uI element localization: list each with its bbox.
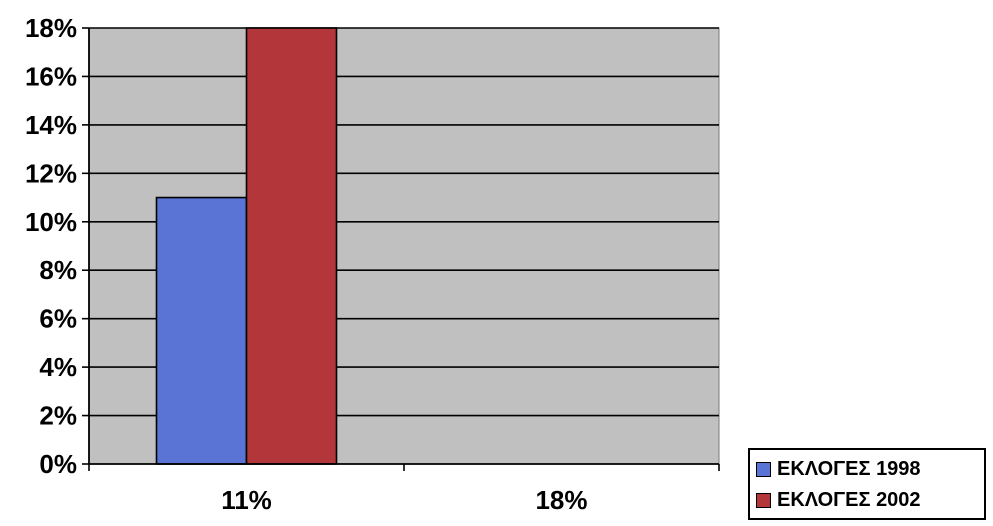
x-tick-label: 18%: [535, 485, 587, 515]
axes: [82, 27, 720, 471]
y-tick-label: 8%: [39, 255, 77, 285]
legend-label-2002: ΕΚΛΟΓΕΣ 2002: [777, 489, 921, 511]
y-tick-label: 0%: [39, 449, 77, 479]
y-tick-label: 16%: [25, 61, 77, 91]
legend-label-1998: ΕΚΛΟΓΕΣ 1998: [777, 458, 921, 480]
legend-item-2002: ΕΚΛΟΓΕΣ 2002: [756, 485, 978, 516]
chart-legend: ΕΚΛΟΓΕΣ 1998 ΕΚΛΟΓΕΣ 2002: [748, 448, 986, 520]
x-tick-label: 11%: [221, 485, 272, 515]
tick-labels: 0% 2% 4% 6% 8% 10% 12% 14% 16% 18% 11% 18%: [25, 13, 588, 515]
y-tick-label: 12%: [25, 158, 77, 188]
bar-1998-0: [155, 196, 248, 465]
y-tick-label: 10%: [25, 207, 77, 237]
legend-swatch-2002: [756, 493, 771, 508]
y-tick-label: 4%: [39, 352, 77, 382]
bar-2002-0: [245, 27, 338, 465]
bars: [155, 27, 338, 465]
y-tick-label: 14%: [25, 110, 77, 140]
y-tick-label: 6%: [39, 304, 77, 334]
legend-item-1998: ΕΚΛΟΓΕΣ 1998: [756, 454, 978, 485]
y-tick-label: 18%: [25, 13, 77, 43]
y-tick-label: 2%: [39, 401, 77, 431]
legend-swatch-1998: [756, 462, 771, 477]
